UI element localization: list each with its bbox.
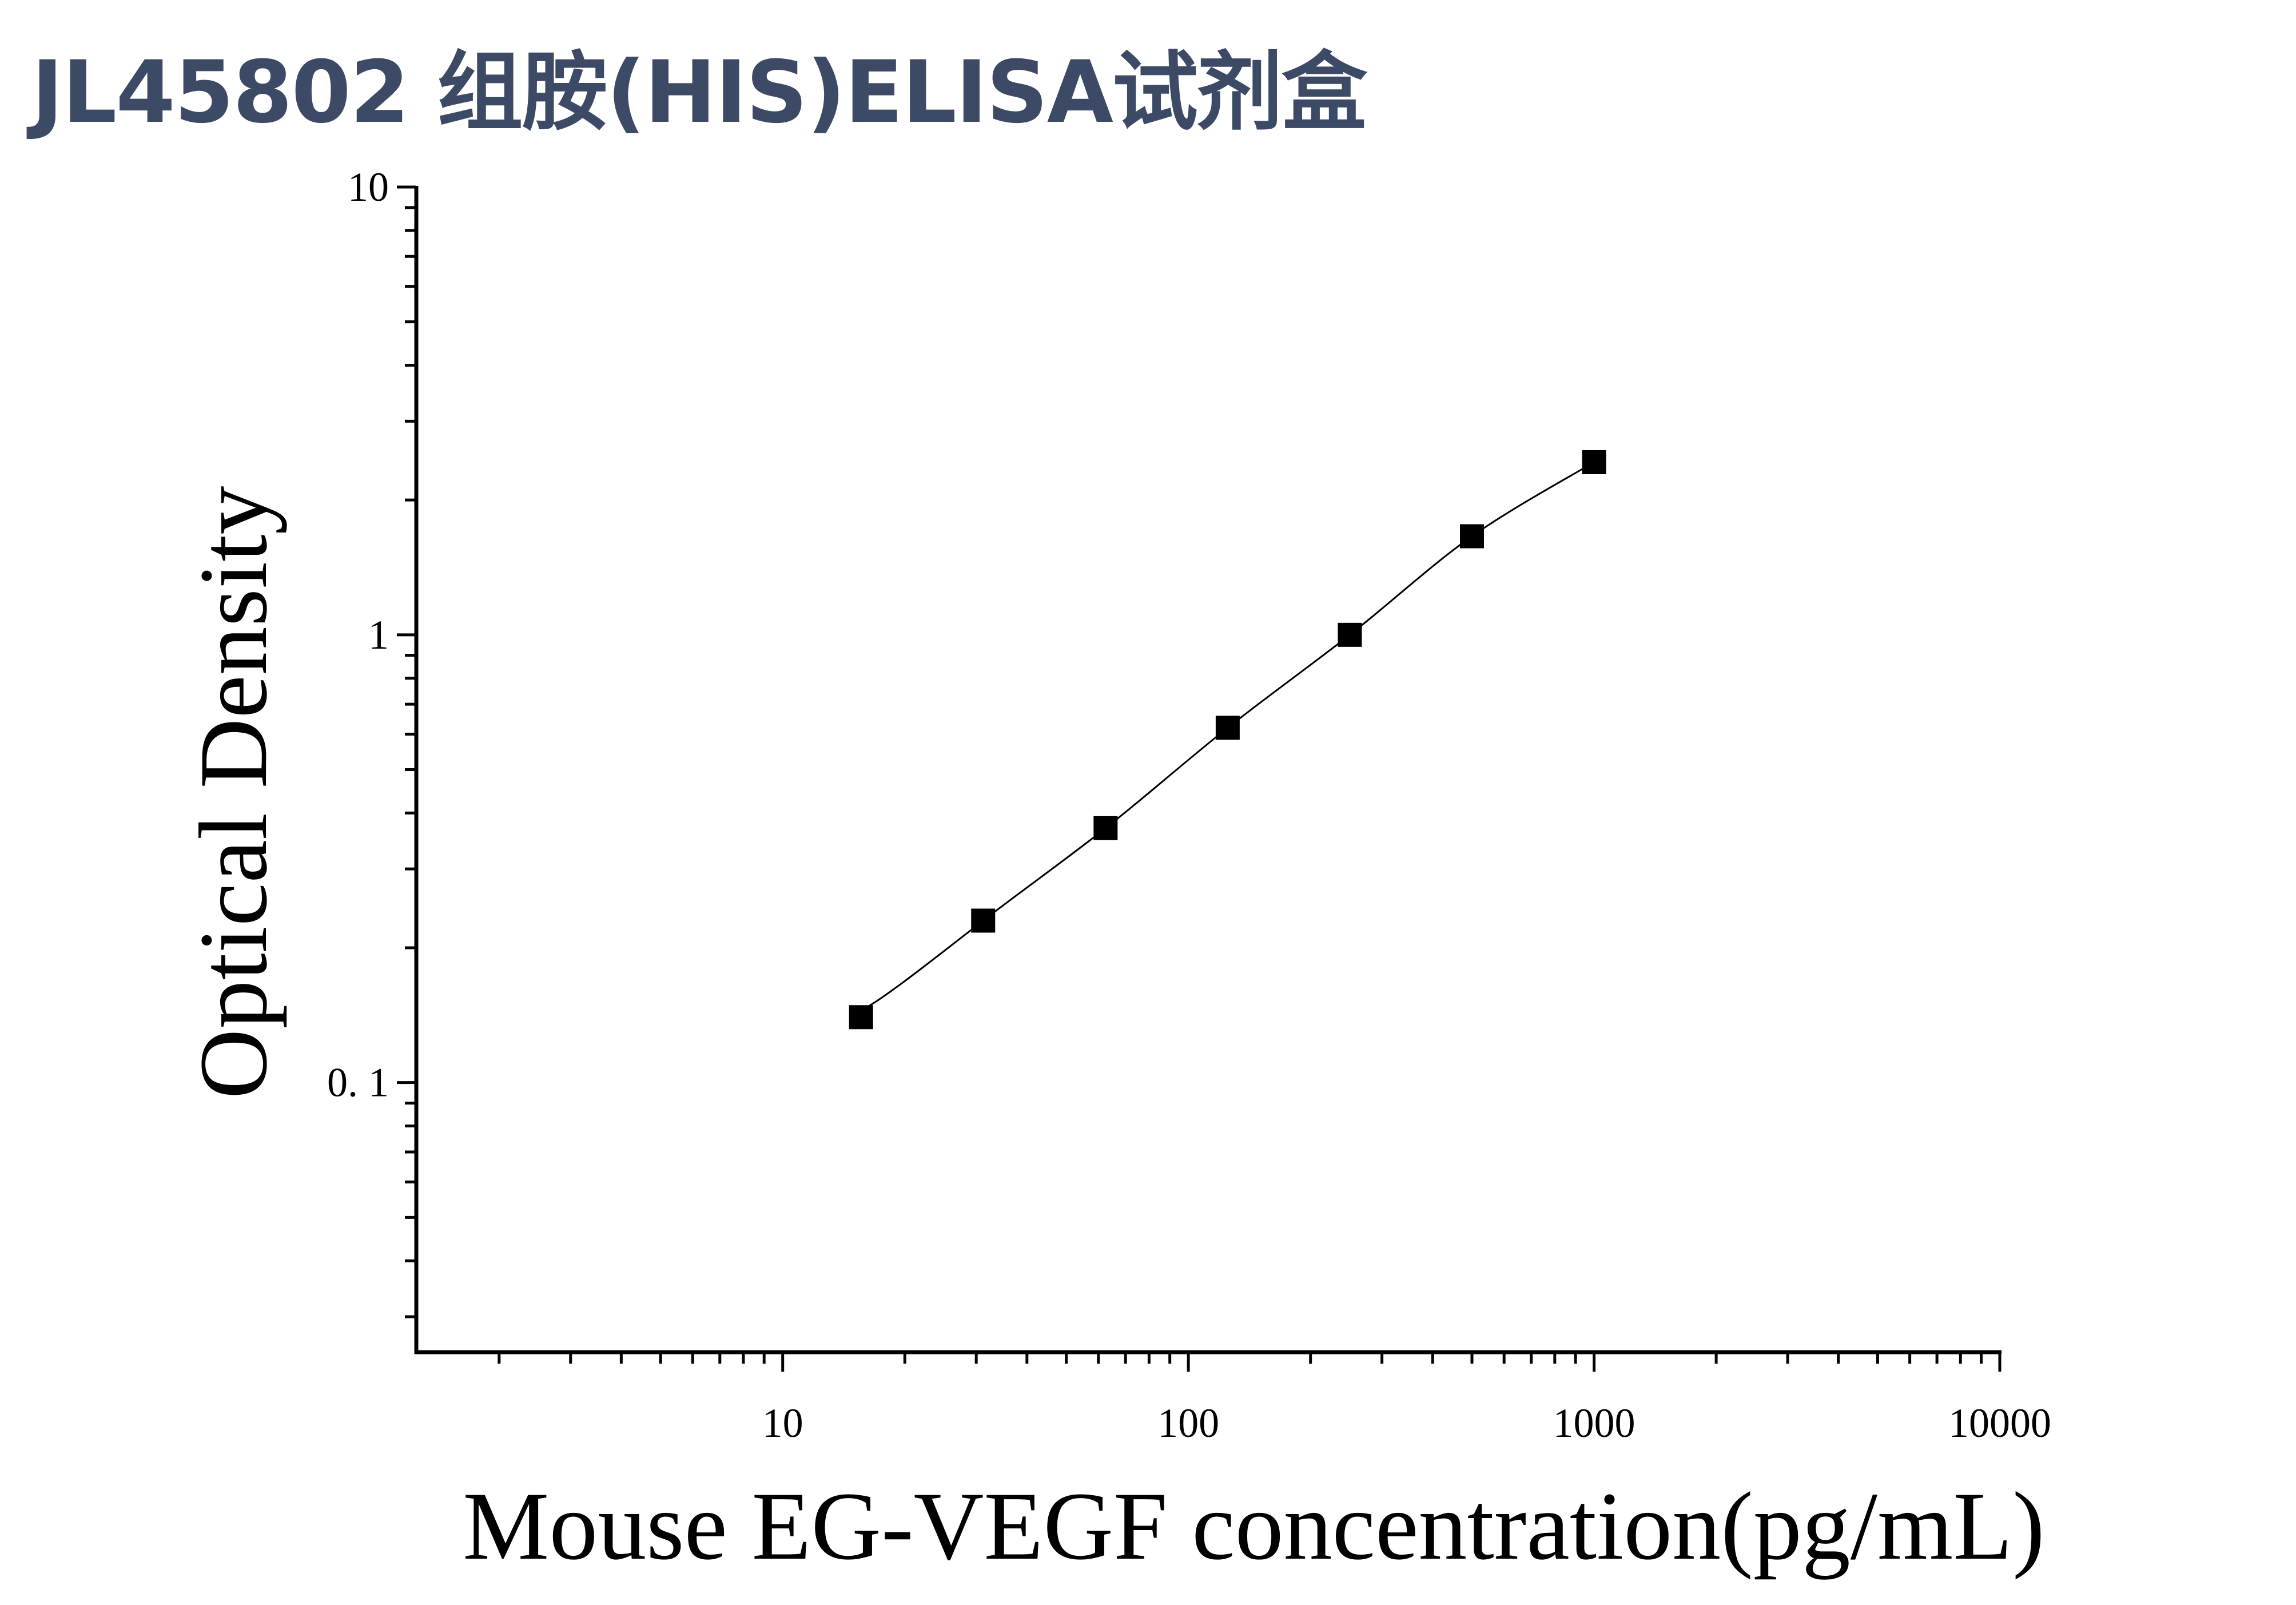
axes	[414, 186, 2001, 1354]
x-tick-label: 10	[762, 1400, 803, 1446]
y-tick-label: 10	[348, 164, 389, 210]
y-axis-title: Optical Density	[180, 486, 287, 1099]
page-title: JL45802 组胺(HIS)ELISA试剂盒	[31, 43, 1367, 142]
y-tick-label: 1	[368, 612, 389, 658]
data-point	[1582, 450, 1606, 474]
data-point	[1338, 622, 1362, 647]
y-axis-ticks: 0. 1 1 10	[327, 164, 416, 1318]
data-point	[1215, 716, 1240, 740]
data-point	[971, 908, 996, 933]
x-tick-label: 100	[1157, 1400, 1219, 1446]
x-tick-label: 1000	[1553, 1400, 1636, 1446]
y-tick-label: 0. 1	[327, 1060, 389, 1106]
data-point	[849, 1005, 873, 1030]
x-tick-label: 10000	[1948, 1400, 2051, 1446]
data-point	[1460, 524, 1484, 549]
x-axis-ticks: 10 100 1000 10000	[498, 1352, 2051, 1446]
data-point	[1093, 816, 1118, 840]
x-axis-title: Mouse EG-VEGF concentration(pg/mL)	[463, 1472, 2045, 1580]
data-points	[849, 450, 1606, 1030]
